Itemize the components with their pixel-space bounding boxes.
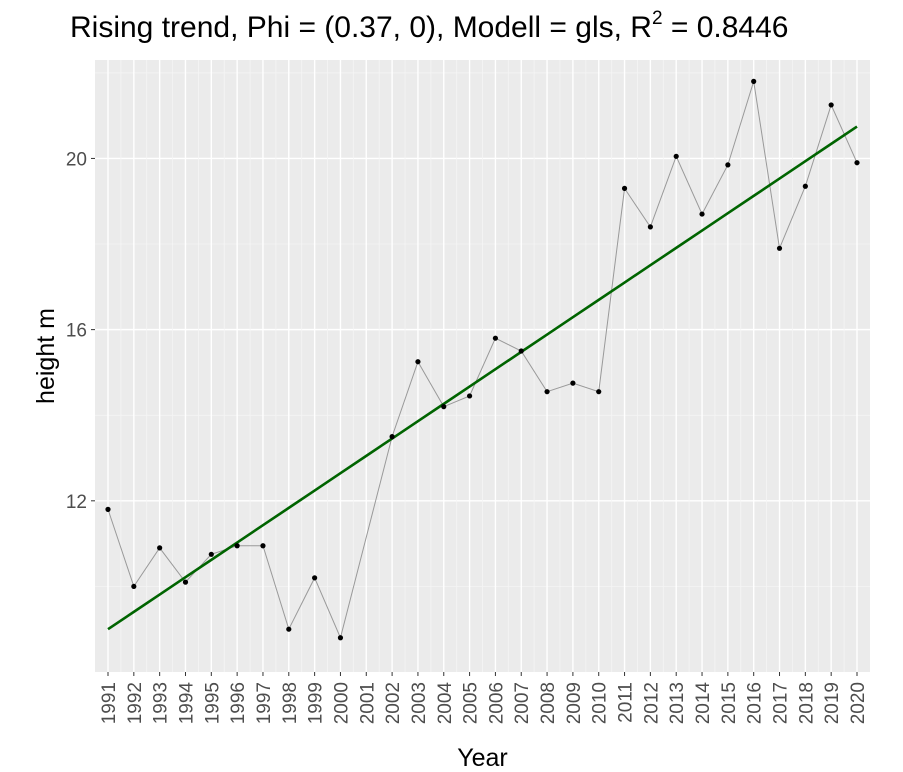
observed-point xyxy=(208,551,214,557)
observed-point xyxy=(234,543,240,549)
x-tick-label: 1993 xyxy=(151,682,172,724)
chart-title: Rising trend, Phi = (0.37, 0), Modell = … xyxy=(70,8,789,45)
observed-point xyxy=(105,506,111,512)
observed-point xyxy=(673,153,679,159)
observed-point xyxy=(725,162,731,168)
x-tick-label: 2006 xyxy=(486,682,507,724)
title-superscript: 2 xyxy=(651,8,663,29)
x-tick-label: 2008 xyxy=(538,682,559,724)
observed-point xyxy=(337,635,344,641)
x-tick-label: 2018 xyxy=(796,682,817,724)
observed-point xyxy=(157,545,163,551)
observed-point xyxy=(828,102,834,108)
observed-point xyxy=(415,359,421,365)
observed-point xyxy=(518,348,524,354)
observed-point xyxy=(596,389,602,395)
x-tick-label: 2017 xyxy=(771,682,792,724)
x-tick-label: 2009 xyxy=(564,682,585,724)
x-tick-label: 1991 xyxy=(99,682,120,724)
x-tick-label: 1994 xyxy=(176,682,197,725)
observed-point xyxy=(466,393,473,399)
x-tick-label: 2014 xyxy=(693,682,714,725)
x-tick-label: 2020 xyxy=(848,682,869,724)
observed-point xyxy=(570,380,576,386)
x-tick-label: 2001 xyxy=(357,682,378,724)
observed-point xyxy=(776,245,783,251)
title-main: Rising trend, Phi = (0.37, 0), Modell = … xyxy=(70,11,652,44)
x-axis-title: Year xyxy=(457,744,508,772)
title-value: = 0.8446 xyxy=(662,11,789,44)
x-tick-label: 2010 xyxy=(590,682,611,724)
observed-point xyxy=(854,160,860,166)
x-tick-label: 2012 xyxy=(641,682,662,724)
x-tick-label: 2013 xyxy=(667,682,688,724)
x-tick-label: 2003 xyxy=(409,682,430,724)
observed-point xyxy=(699,211,705,217)
x-tick-label: 1992 xyxy=(125,682,146,724)
observed-point xyxy=(286,626,292,632)
observed-point xyxy=(312,575,318,581)
x-tick-label: 2005 xyxy=(461,682,482,724)
observed-point xyxy=(441,404,447,410)
observed-point xyxy=(492,335,499,341)
observed-point xyxy=(647,224,653,230)
observed-point xyxy=(260,543,266,549)
observed-point xyxy=(802,183,808,189)
x-tick-label: 2000 xyxy=(331,682,352,724)
y-tick-label: 16 xyxy=(66,321,87,342)
observed-point xyxy=(751,78,757,84)
x-tick-label: 1997 xyxy=(254,682,275,724)
x-tick-label: 1996 xyxy=(228,682,249,724)
x-tick-label: 2007 xyxy=(512,682,533,724)
x-tick-label: 2004 xyxy=(435,682,456,725)
x-tick-label: 1995 xyxy=(202,682,223,724)
observed-point xyxy=(131,583,137,590)
fitted-trend-line xyxy=(107,125,858,631)
observed-point xyxy=(182,579,189,585)
x-tick-label: 2002 xyxy=(383,682,404,724)
observed-point xyxy=(389,434,395,440)
x-tick-label: 2016 xyxy=(745,682,766,724)
observed-point xyxy=(544,389,550,395)
x-tick-label: 1999 xyxy=(306,682,327,724)
y-tick-label: 12 xyxy=(66,492,87,513)
observed-point xyxy=(621,185,628,191)
y-axis-title: height m xyxy=(32,308,60,404)
x-tick-label: 1998 xyxy=(280,682,301,724)
x-tick-label: 2011 xyxy=(616,682,637,723)
x-tick-label: 2019 xyxy=(822,682,843,724)
y-tick-label: 20 xyxy=(66,149,87,170)
x-tick-label: 2015 xyxy=(719,682,740,724)
